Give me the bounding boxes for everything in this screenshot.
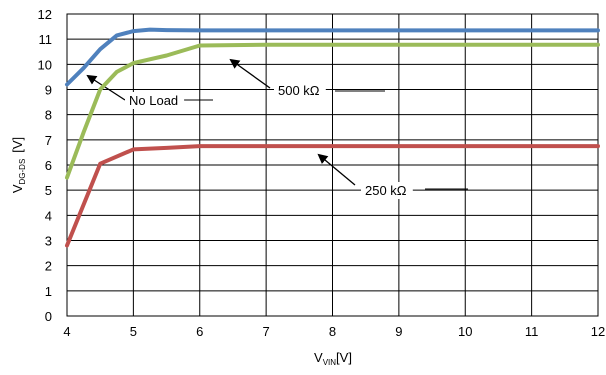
y-tick-label: 11 [39, 32, 53, 47]
annotation-bg-250k [361, 182, 413, 199]
annotations: No Load 500 kΩ 250 kΩ [86, 58, 468, 199]
annotation-label-500k: 500 kΩ [278, 83, 320, 98]
x-tick-label: 11 [525, 324, 539, 339]
x-tick-label: 5 [130, 324, 137, 339]
annotation-bg-500k [274, 82, 326, 99]
y-tick-label: 2 [45, 259, 52, 274]
x-axis-title-unit: [V] [336, 350, 352, 365]
x-axis-title: VVIN[V] [314, 350, 352, 367]
y-tick-label: 3 [45, 234, 52, 249]
series-group [65, 27, 600, 248]
y-tick-label: 4 [45, 208, 52, 223]
y-tick-label: 8 [45, 108, 52, 123]
y-tick-label: 6 [45, 158, 52, 173]
x-tick-label: 4 [63, 324, 70, 339]
annotation-label-250k: 250 kΩ [365, 183, 407, 198]
y-tick-label: 12 [38, 7, 52, 22]
y-tick-label: 5 [45, 183, 52, 198]
y-tick-label: 0 [45, 309, 52, 324]
x-axis-title-sub: VIN [323, 358, 337, 367]
y-tick-label: 9 [45, 83, 52, 98]
y-tick-label: 10 [38, 57, 52, 72]
x-tick-labels: 4 5 6 7 8 9 10 11 12 [63, 324, 605, 339]
annotation-arrow-no-load [86, 74, 126, 101]
plot-frame [66, 13, 599, 317]
y-tick-label: 7 [45, 133, 52, 148]
series-line-250k [65, 144, 600, 248]
x-axis-title-main: V [314, 350, 323, 365]
x-tick-label: 8 [329, 324, 336, 339]
series-line-500k [65, 42, 600, 180]
x-tick-label: 7 [263, 324, 270, 339]
annotation-arrow-250k [317, 153, 356, 186]
y-axis-title-unit: [V] [10, 137, 25, 153]
y-axis-title-main: V [10, 184, 25, 193]
y-axis-title-sub: DG-DS [18, 159, 27, 185]
x-tick-label: 9 [395, 324, 402, 339]
y-axis-title: VDG-DS [V] [10, 137, 27, 193]
annotation-arrow-500k [229, 58, 271, 89]
annotation-bg-no-load [125, 92, 185, 109]
x-tick-label: 10 [458, 324, 472, 339]
series-line-no-load [65, 27, 600, 87]
x-tick-label: 6 [196, 324, 203, 339]
y-tick-label: 1 [45, 284, 52, 299]
annotation-label-no-load: No Load [129, 93, 178, 108]
x-tick-label: 12 [591, 324, 605, 339]
